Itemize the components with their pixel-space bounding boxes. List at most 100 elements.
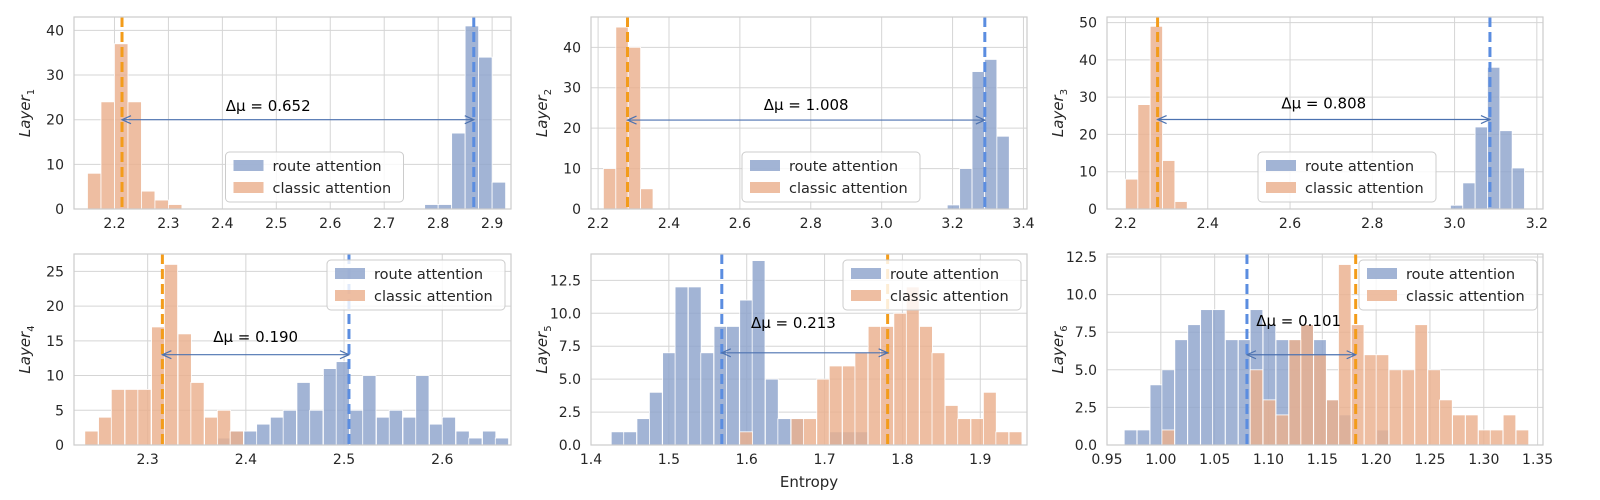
y-tick-label: 10	[1079, 165, 1097, 181]
x-tick-label: 3.0	[871, 216, 893, 232]
bar-classic	[603, 168, 617, 210]
y-tick-label: 0	[1088, 202, 1097, 218]
x-tick-label: 1.20	[1361, 452, 1392, 468]
bar-classic	[1478, 429, 1492, 446]
bar-classic	[1249, 369, 1264, 446]
bar-classic	[87, 172, 102, 210]
bar-route	[1200, 309, 1214, 446]
bar-route	[636, 418, 651, 446]
bar-classic	[84, 430, 99, 446]
bar-classic	[216, 409, 232, 446]
axes-frame	[1106, 16, 1544, 210]
y-tick-label: 20	[46, 113, 64, 129]
bar-route	[441, 416, 456, 446]
legend-label-classic: classic attention	[1305, 181, 1424, 197]
x-tick-label: 2.4	[658, 216, 680, 232]
legend-frame	[225, 151, 404, 203]
bar-route	[491, 181, 507, 210]
arrow-head-left	[720, 348, 732, 358]
arrow-head-right	[1346, 350, 1358, 360]
bar-classic	[842, 365, 856, 446]
bar-classic	[1489, 429, 1504, 446]
arrow-head-left	[160, 350, 172, 360]
bar-route	[468, 437, 483, 446]
bar-classic	[957, 418, 971, 446]
bar-classic	[1174, 201, 1188, 210]
bar-classic	[1401, 369, 1415, 446]
delta-mu-label: Δμ = 0.652	[226, 97, 311, 115]
bar-classic	[137, 389, 152, 446]
x-tick-label: 2.6	[729, 216, 751, 232]
bar-classic	[1125, 178, 1139, 210]
legend-label-classic: classic attention	[273, 181, 392, 197]
y-tick-label: 0.0	[559, 438, 581, 454]
x-tick-label: 1.35	[1522, 452, 1553, 468]
y-tick-label: 2.5	[559, 405, 581, 421]
legend-swatch-classic	[1266, 182, 1296, 193]
legend-label-route: route attention	[789, 159, 898, 175]
bar-classic	[1375, 354, 1390, 446]
bar-classic	[983, 391, 997, 446]
x-tick-label: 1.9	[969, 452, 991, 468]
bar-classic	[141, 190, 156, 210]
bar-classic	[854, 352, 869, 446]
bar-classic	[931, 352, 946, 446]
y-axis-label: Layer2	[533, 89, 554, 137]
bar-route	[349, 409, 364, 446]
bar-route	[455, 430, 470, 446]
legend: route attention classic attention	[741, 151, 921, 203]
y-tick-label: 15	[46, 334, 64, 350]
subplot-5: Δμ = 0.213 1.4 1.5 1.6 1.7 1.8 1.9 0.0 2.5 5.0 7.5…	[533, 253, 1028, 491]
bar-classic	[1275, 414, 1290, 446]
delta-mu-label: Δμ = 0.101	[1256, 312, 1341, 330]
x-tick-label: 1.7	[813, 452, 835, 468]
delta-mu-label: Δμ = 0.190	[213, 328, 298, 346]
y-tick-label: 12.5	[550, 273, 581, 289]
x-tick-label: 2.5	[333, 452, 355, 468]
x-tick-label: 3.4	[1012, 216, 1034, 232]
bar-classic	[154, 199, 169, 210]
y-tick-label: 5.0	[1075, 363, 1097, 379]
bar-classic	[1502, 414, 1517, 446]
bar-route	[282, 409, 297, 446]
axes-frame	[590, 253, 1028, 446]
legend-label-classic: classic attention	[1406, 289, 1525, 305]
bar-route	[674, 286, 689, 446]
bar-route	[1511, 167, 1525, 210]
x-tick-label: 2.5	[265, 216, 287, 232]
bar-classic	[1350, 324, 1365, 446]
bar-classic	[98, 416, 113, 446]
bar-route	[662, 352, 676, 446]
y-tick-label: 0.0	[1075, 438, 1097, 454]
legend-label-classic: classic attention	[890, 289, 1009, 305]
x-tick-label: 2.8	[800, 216, 822, 232]
legend-swatch-route	[851, 268, 881, 279]
x-tick-label: 2.2	[1114, 216, 1136, 232]
delta-mu-label: Δμ = 1.008	[764, 96, 849, 114]
bar-classic	[995, 431, 1010, 446]
y-tick-label: 10.0	[1066, 288, 1097, 304]
legend-frame	[741, 151, 921, 203]
legend-label-route: route attention	[1406, 267, 1515, 283]
legend: route attention classic attention	[842, 259, 1022, 311]
x-tick-label: 1.15	[1307, 452, 1338, 468]
bar-route	[726, 326, 740, 446]
subplot-2: Δμ = 1.008 2.2 2.4 2.6 2.8 3.0 3.2 3.4 0 10 20 30 40…	[533, 16, 1035, 232]
bar-route	[309, 409, 324, 446]
arrow-head-right	[464, 115, 476, 125]
x-tick-label: 1.5	[658, 452, 680, 468]
x-tick-label: 2.2	[587, 216, 609, 232]
bar-classic	[1300, 324, 1314, 446]
y-tick-label: 5	[55, 403, 64, 419]
bar-classic	[1515, 429, 1530, 446]
bar-route	[270, 416, 285, 446]
legend-label-route: route attention	[273, 159, 382, 175]
legend-swatch-classic	[750, 182, 780, 193]
y-tick-label: 40	[46, 23, 64, 39]
bar-route	[256, 423, 271, 446]
legend-label-classic: classic attention	[789, 181, 908, 197]
y-tick-label: 10.0	[550, 306, 581, 322]
subplot-4: Δμ = 0.190 2.3 2.4 2.5 2.6 0 5 10 15 20 25 Layer4 ro…	[16, 253, 512, 468]
axes-frame	[73, 253, 512, 446]
x-tick-label: 0.95	[1091, 452, 1122, 468]
